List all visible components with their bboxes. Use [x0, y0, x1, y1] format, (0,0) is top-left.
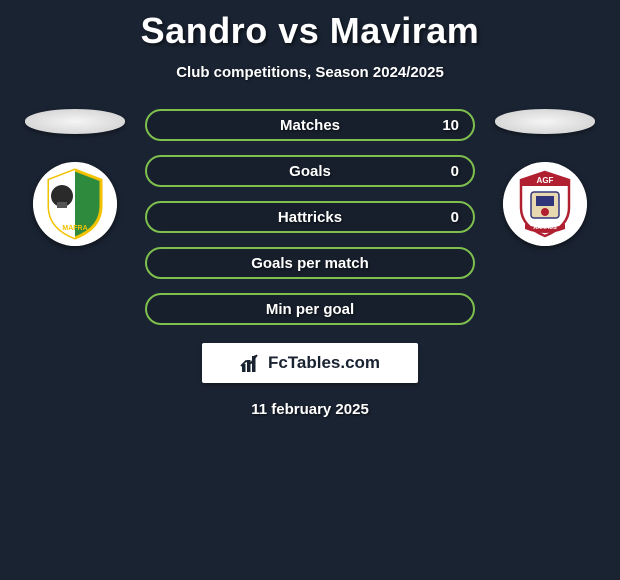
stat-label: Hattricks — [278, 209, 342, 226]
stat-row-goals: Goals 0 — [145, 155, 475, 187]
comparison-card: Sandro vs Maviram Club competitions, Sea… — [0, 0, 620, 428]
left-column: MAFRA — [25, 109, 125, 246]
svg-text:AARHUS: AARHUS — [533, 225, 557, 231]
player-photo-right — [495, 109, 595, 134]
stats-column: Matches 10 Goals 0 Hattricks 0 Goals per… — [145, 109, 475, 325]
stat-value-right: 0 — [451, 209, 459, 226]
right-column: AGF AARHUS — [495, 109, 595, 246]
page-title: Sandro vs Maviram — [141, 10, 480, 52]
svg-text:AGF: AGF — [537, 176, 554, 185]
club-badge-left: MAFRA — [33, 162, 117, 246]
stat-label: Min per goal — [266, 301, 354, 318]
bar-chart-icon — [240, 352, 262, 374]
stat-value-right: 10 — [442, 117, 459, 134]
player-photo-left — [25, 109, 125, 134]
stat-label: Goals per match — [251, 255, 369, 272]
date-line: 11 february 2025 — [251, 401, 369, 418]
stat-label: Goals — [289, 163, 331, 180]
shield-icon: MAFRA — [33, 162, 117, 246]
stat-value-right: 0 — [451, 163, 459, 180]
stat-row-hattricks: Hattricks 0 — [145, 201, 475, 233]
brand-label: FcTables.com — [268, 353, 380, 373]
club-badge-right: AGF AARHUS — [503, 162, 587, 246]
main-row: MAFRA Matches 10 Goals 0 Hattricks 0 Goa… — [0, 109, 620, 325]
brand-box[interactable]: FcTables.com — [202, 343, 418, 383]
stat-row-matches: Matches 10 — [145, 109, 475, 141]
stat-label: Matches — [280, 117, 340, 134]
stat-row-mpg: Min per goal — [145, 293, 475, 325]
shield-icon: AGF AARHUS — [503, 162, 587, 246]
stat-row-gpm: Goals per match — [145, 247, 475, 279]
subtitle: Club competitions, Season 2024/2025 — [176, 64, 444, 81]
svg-text:MAFRA: MAFRA — [62, 225, 87, 232]
